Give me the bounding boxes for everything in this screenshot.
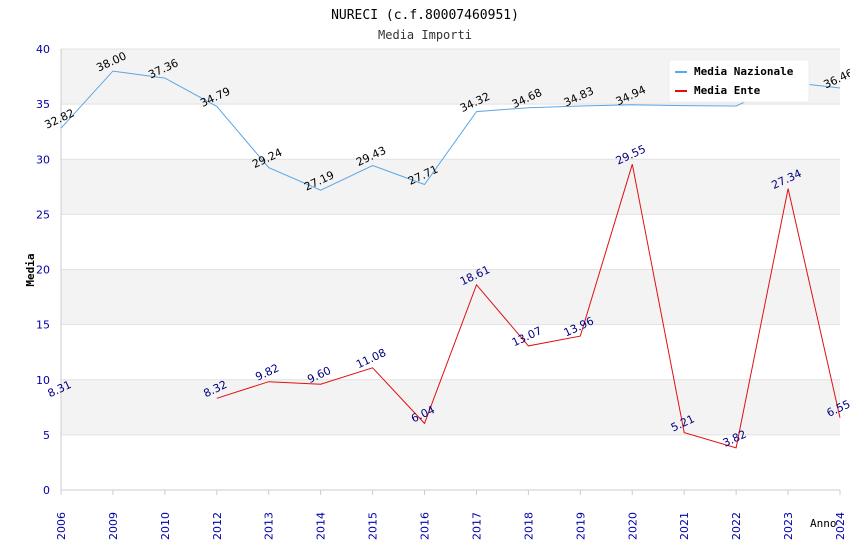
y-tick-label: 10 [36,374,50,387]
legend: Media Nazionale Media Ente [668,59,810,103]
legend-label-nazionale: Media Nazionale [694,65,794,78]
x-tick-label: 2016 [419,512,432,540]
x-tick-label: 2018 [522,512,535,540]
chart-title: NURECI (c.f.80007460951) [331,8,519,23]
grid-band [61,159,840,215]
y-axis: 0 5 10 15 20 25 30 35 40 [36,43,62,497]
y-axis-label: Media [24,253,37,286]
y-tick-label: 0 [43,484,50,497]
series-line-nazionale [60,70,841,191]
grid-band [61,214,840,270]
y-tick-label: 35 [36,98,50,111]
y-tick-label: 20 [36,264,50,277]
x-tick-label: 2023 [782,512,795,540]
x-axis-label: Anno [810,517,837,530]
grid-band [61,434,840,490]
x-tick-label: 2009 [107,512,120,540]
y-tick-label: 5 [43,429,50,442]
y-tick-label: 30 [36,153,50,166]
grid-band [61,379,840,435]
grid-band [61,104,840,160]
x-tick-label: 2010 [159,512,172,540]
legend-box [668,59,810,103]
series-lines [60,70,841,449]
y-tick-label: 25 [36,208,50,221]
legend-label-ente: Media Ente [694,84,761,97]
x-tick-label: 2021 [678,512,691,540]
chart-subtitle: Media Importi [378,28,472,42]
grid-bands [61,48,840,491]
x-axis: 2006 2009 2010 2012 2013 2014 2015 2016 2017 2018… [55,489,847,540]
grid-band [61,269,840,325]
y-tick-label: 40 [36,43,50,56]
x-tick-label: 2017 [470,512,483,540]
x-tick-label: 2015 [367,512,380,540]
x-tick-label: 2024 [834,512,847,540]
x-tick-label: 2020 [626,512,639,540]
y-tick-label: 15 [36,319,50,332]
x-tick-label: 2019 [574,512,587,540]
series-line-ente [216,164,841,449]
x-tick-label: 2006 [55,512,68,540]
grid-band [61,324,840,380]
x-tick-label: 2022 [730,512,743,540]
x-tick-label: 2014 [315,512,328,540]
x-tick-label: 2012 [211,512,224,540]
x-tick-label: 2013 [263,512,276,540]
